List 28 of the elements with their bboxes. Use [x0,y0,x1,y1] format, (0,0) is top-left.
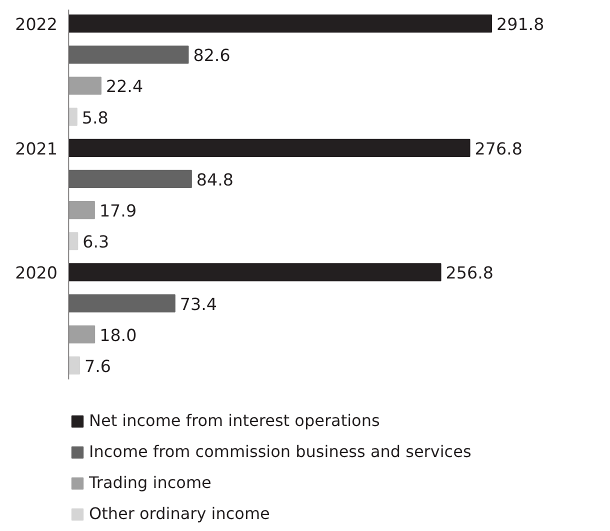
data-label: 22.4 [106,77,144,96]
data-label: 18.0 [100,326,137,345]
data-label: 291.8 [496,15,544,34]
bar [68,46,189,64]
y-tick-label: 2021 [15,139,58,158]
bar [68,108,78,126]
legend-label: Net income from interest operations [89,411,380,430]
data-label: 256.8 [446,264,494,283]
data-label: 73.4 [180,294,217,314]
legend-label: Other ordinary income [89,504,270,523]
data-label: 7.6 [84,356,112,376]
y-tick-label: 2022 [15,15,58,34]
bar [68,356,80,374]
legend-label: Trading income [89,473,212,492]
bar [68,76,102,95]
data-label: 276.8 [474,139,522,158]
data-label: 6.3 [82,232,110,252]
data-label: 82.6 [193,46,230,66]
data-label: 5.8 [82,108,108,128]
bar [68,170,192,188]
bar [68,232,78,250]
data-label: 84.8 [196,170,234,190]
bar [68,294,176,312]
legend-label: Income from commission business and services [89,442,472,461]
bar [68,201,95,220]
y-tick-label: 2020 [15,264,58,283]
data-label: 17.9 [99,202,137,221]
bar [68,325,96,344]
